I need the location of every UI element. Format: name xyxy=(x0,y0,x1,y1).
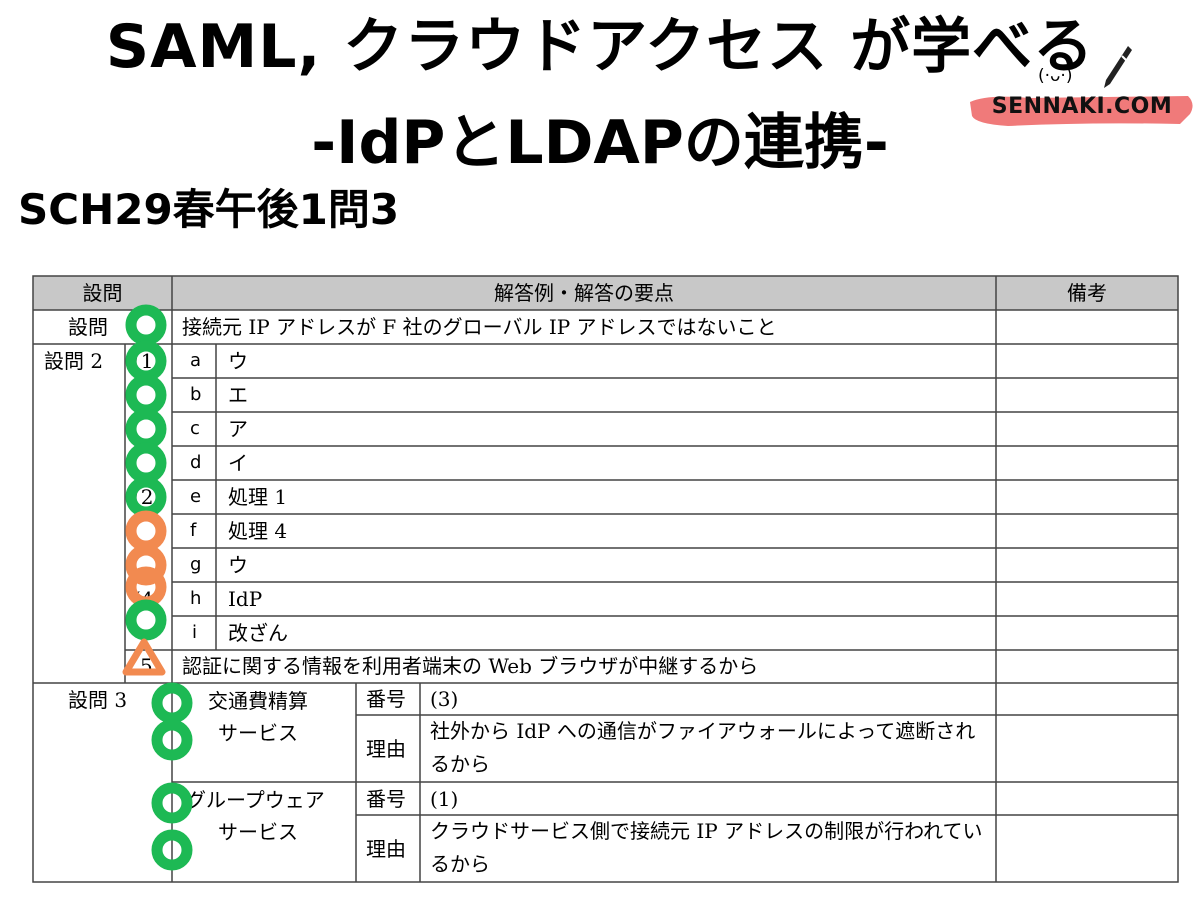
q2-letter: a xyxy=(190,350,202,371)
q2-label: 設問 2 xyxy=(44,349,104,373)
q2-letter: f xyxy=(190,520,197,541)
q3-reason-label: 理由 xyxy=(366,837,406,861)
correct-mark-icon xyxy=(125,340,167,382)
q3-num-label: 番号 xyxy=(366,787,406,811)
col-header-question: 設問 xyxy=(82,281,123,305)
col-header-notes: 備考 xyxy=(1067,281,1107,305)
correct-mark-icon xyxy=(125,442,167,484)
q3-label: 設問 3 xyxy=(68,688,128,712)
q2-letter: d xyxy=(190,452,202,473)
correct-mark-icon xyxy=(151,719,193,761)
correct-mark-icon xyxy=(125,476,167,518)
page-subtitle: -IdPとLDAPの連携- xyxy=(311,108,889,178)
q3-service1-name-2: サービス xyxy=(218,721,298,745)
q2-sub5-answer: 認証に関する情報を利用者端末の Web ブラウザが中継するから xyxy=(182,654,759,678)
q3-service2-name: グループウェア xyxy=(186,788,325,812)
partial-mark-icon xyxy=(125,566,167,608)
pen-icon xyxy=(1104,46,1132,88)
logo-text: SENNAKI.COM xyxy=(991,94,1173,119)
exam-code: SCH29春午後1問3 xyxy=(18,185,400,234)
q2-letter: g xyxy=(190,554,202,575)
correct-mark-icon xyxy=(151,829,193,871)
col-header-answer: 解答例・解答の要点 xyxy=(494,281,674,305)
q2-answer: 処理 1 xyxy=(228,485,288,509)
site-logo: (·ᴗ·) SENNAKI.COM xyxy=(968,66,1196,136)
q1-answer: 接続元 IP アドレスが F 社のグローバル IP アドレスではないこと xyxy=(182,315,777,339)
correct-mark-icon xyxy=(125,304,167,346)
q2-answer: ア xyxy=(228,417,248,441)
q3-service2-number: (1) xyxy=(430,787,459,811)
q2-answer: 処理 4 xyxy=(228,519,288,543)
q2-letter: b xyxy=(190,384,202,405)
correct-mark-icon xyxy=(125,599,167,641)
q2-letter: c xyxy=(190,418,200,439)
correct-mark-icon xyxy=(151,782,193,824)
q3-reason-label: 理由 xyxy=(366,737,406,761)
q2-answer: IdP xyxy=(228,587,263,611)
q2-answer: イ xyxy=(228,451,248,475)
q2-answer: ウ xyxy=(228,553,248,577)
q2-letter: i xyxy=(192,622,198,643)
partial-mark-icon xyxy=(125,544,167,586)
page-title: SAML, クラウドアクセス が学べる xyxy=(105,12,1095,82)
q3-service1-number: (3) xyxy=(430,687,459,711)
q2-letter: h xyxy=(190,588,202,609)
partial-mark-icon xyxy=(125,510,167,552)
logo-face: (·ᴗ·) xyxy=(1038,66,1073,86)
q1-label: 設問 xyxy=(68,315,108,339)
q2-answer: エ xyxy=(228,383,248,407)
q2-letter: e xyxy=(190,486,202,507)
brush-stroke-icon xyxy=(970,96,1193,126)
q3-num-label: 番号 xyxy=(366,687,406,711)
q2-answer: 改ざん xyxy=(228,621,288,645)
q3-service2-name-2: サービス xyxy=(218,820,298,844)
correct-mark-icon xyxy=(151,682,193,724)
q3-service2-reason: クラウドサービス側で接続元 IP アドレスの制限が行われているから xyxy=(430,819,983,876)
q3-service1-name: 交通費精算 xyxy=(208,689,308,713)
q3-service1-reason: 社外から IdP への通信がファイアウォールによって遮断されるから xyxy=(430,719,976,776)
correct-mark-icon xyxy=(125,374,167,416)
q2-answer: ウ xyxy=(228,349,248,373)
correct-mark-icon xyxy=(125,408,167,450)
triangle-mark-icon xyxy=(122,638,166,676)
